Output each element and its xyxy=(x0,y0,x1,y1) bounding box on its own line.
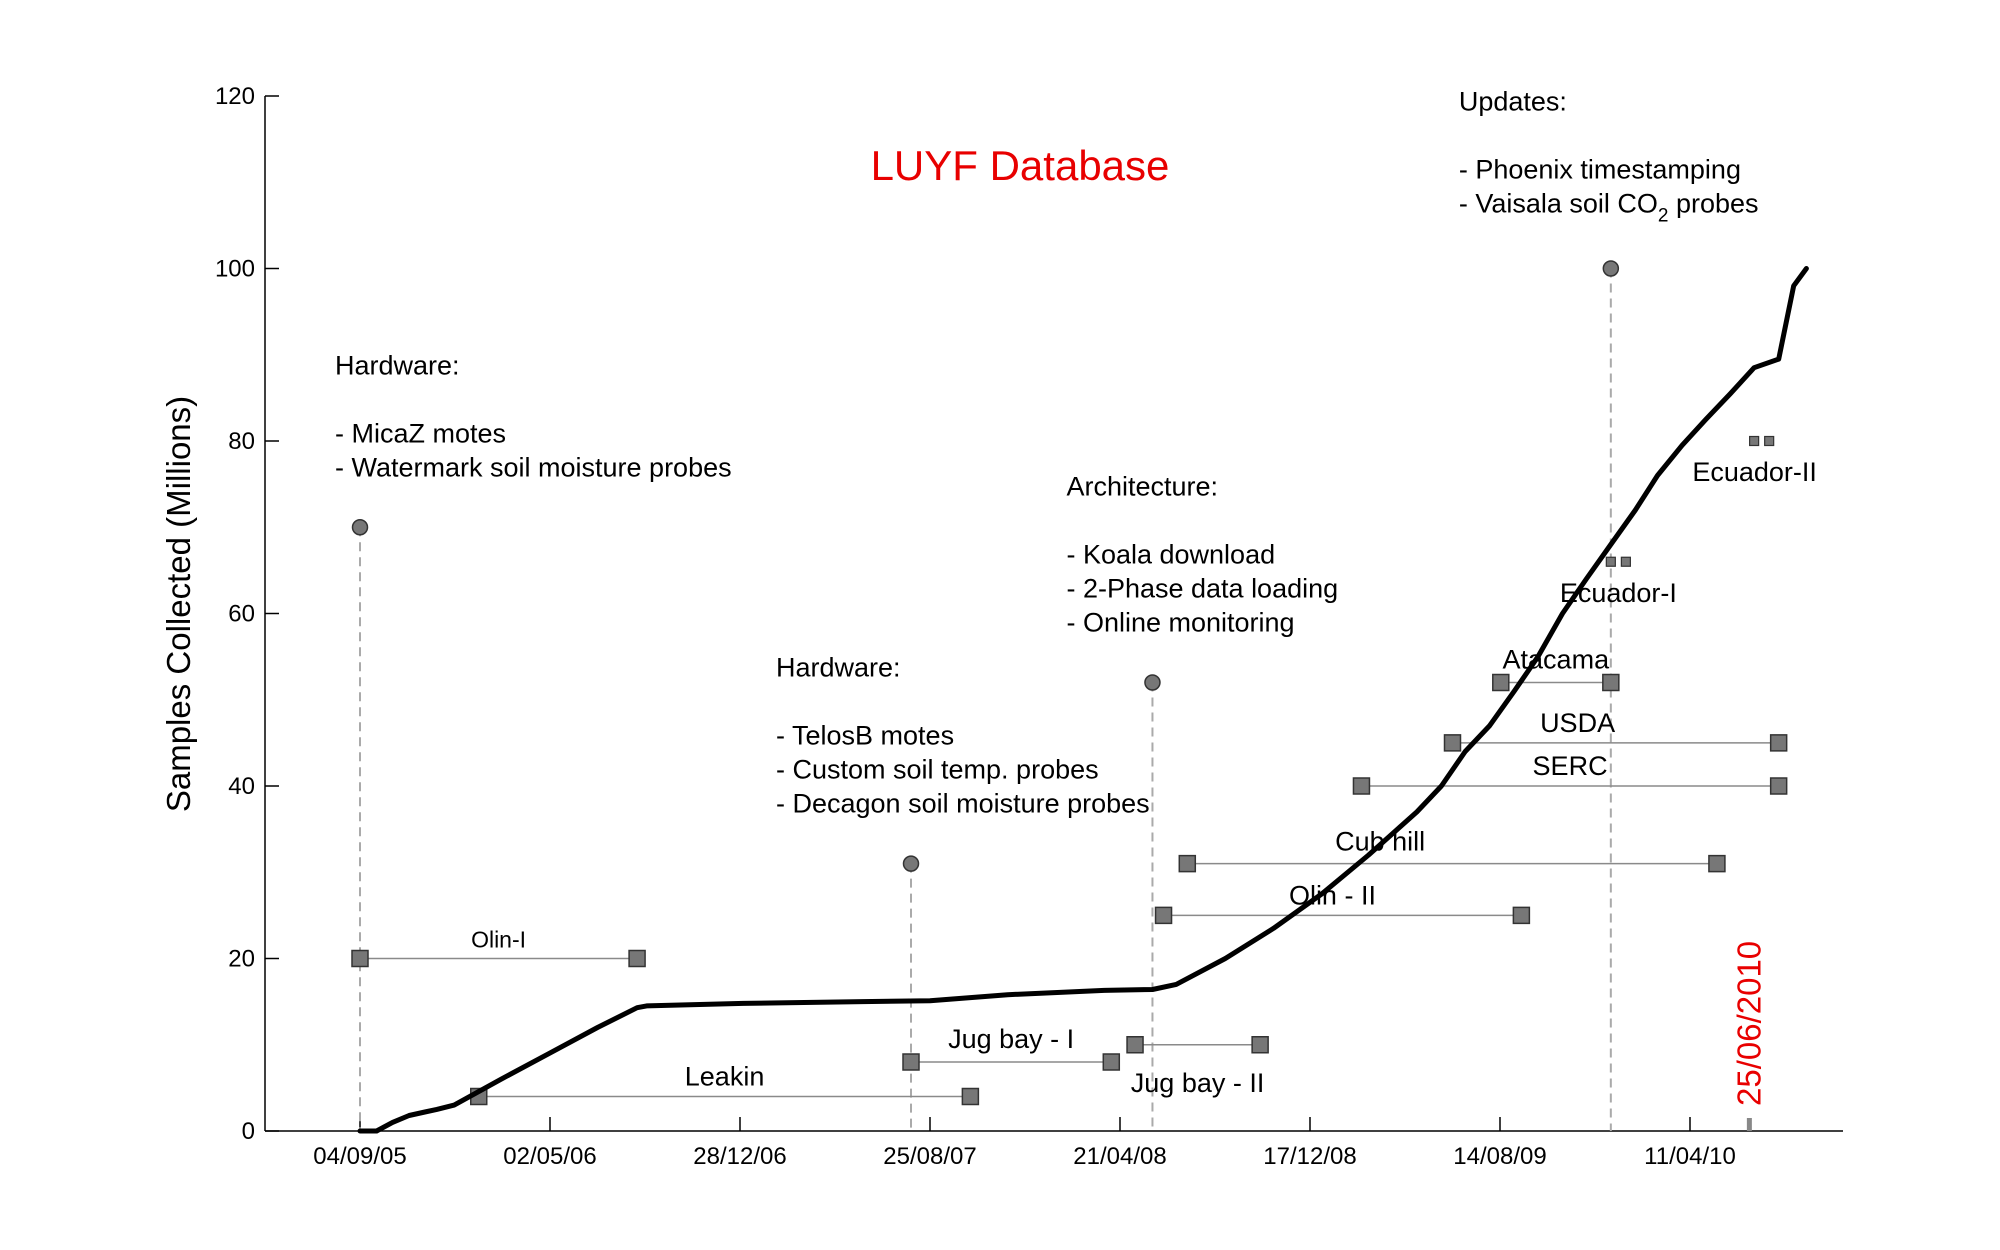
milestone-item: - Watermark soil moisture probes xyxy=(335,452,732,482)
y-tick-label: 40 xyxy=(228,773,255,800)
x-tick-label: 17/12/08 xyxy=(1263,1143,1356,1170)
milestone-item: - Phoenix timestamping xyxy=(1459,155,1741,185)
chart-title: LUYF Database xyxy=(871,142,1170,189)
project-marker xyxy=(1126,1036,1144,1054)
milestone-marker xyxy=(1144,674,1161,691)
milestone-item: - Custom soil temp. probes xyxy=(776,755,1099,785)
project-marker xyxy=(351,949,369,968)
project-marker xyxy=(1620,556,1631,567)
x-tick-label: 02/05/06 xyxy=(503,1143,596,1170)
project-timeline: Olin - II xyxy=(1154,880,1531,925)
project-marker xyxy=(1769,734,1788,752)
milestone-heading: Hardware: xyxy=(335,350,460,380)
current-date-label: 25/06/2010 xyxy=(1730,941,1767,1106)
project-timeline: Cub hill xyxy=(1178,827,1726,873)
project-marker xyxy=(1769,777,1788,795)
project-label: Jug bay - II xyxy=(1131,1068,1265,1098)
milestone-item: - Online monitoring xyxy=(1066,608,1294,638)
project-marker xyxy=(1602,673,1620,692)
milestones: Hardware: - MicaZ motes - Watermark soil m… xyxy=(335,87,1759,1131)
project-marker xyxy=(1154,906,1173,925)
x-tick-label: 21/04/08 xyxy=(1073,1143,1166,1170)
project-label: Leakin xyxy=(685,1062,765,1092)
axes: 0 20 40 60 80 100 120 04/09/05 02/05/06 28/12/06 2… xyxy=(215,83,1843,1170)
x-tick-label: 11/04/10 xyxy=(1644,1143,1736,1170)
project-marker xyxy=(1749,435,1760,447)
project-marker xyxy=(961,1087,980,1106)
project-marker xyxy=(1492,673,1510,692)
series: 25/06/2010 xyxy=(357,266,1809,1134)
project-timeline: Jug bay - II xyxy=(1126,1036,1269,1098)
milestone-item: - Koala download xyxy=(1066,540,1275,570)
milestone-item: - Decagon soil moisture probes xyxy=(776,789,1150,819)
milestone-heading: Architecture: xyxy=(1066,472,1218,502)
project-marker xyxy=(628,949,646,968)
milestone-heading: Hardware: xyxy=(776,653,901,683)
project-timeline: Ecuador-I xyxy=(1560,556,1677,608)
project-timeline: SERC xyxy=(1352,751,1788,795)
project-timeline: Leakin xyxy=(470,1062,980,1106)
x-tick-label: 28/12/06 xyxy=(693,1143,786,1170)
milestone-heading: Updates: xyxy=(1459,87,1567,117)
series-line xyxy=(357,266,1809,1134)
milestone-marker xyxy=(1602,260,1620,277)
x-tick-label: 04/09/05 xyxy=(313,1143,406,1170)
project-timeline: Ecuador-II xyxy=(1692,435,1817,487)
project-label: Ecuador-II xyxy=(1692,457,1817,487)
project-timeline: USDA xyxy=(1443,708,1788,752)
y-tick-label: 0 xyxy=(242,1118,255,1145)
x-tick-label: 25/08/07 xyxy=(883,1143,976,1170)
project-marker xyxy=(1512,906,1531,925)
project-marker xyxy=(1443,734,1462,752)
project-label: USDA xyxy=(1540,708,1615,738)
y-tick-label: 80 xyxy=(228,428,255,455)
project-marker xyxy=(1764,435,1775,447)
project-marker xyxy=(1251,1036,1269,1054)
y-tick-label: 100 xyxy=(215,256,255,283)
project-label: Jug bay - I xyxy=(948,1024,1074,1054)
project-marker xyxy=(1605,556,1616,567)
labels: LUYF Database Samples Collected (Million… xyxy=(160,142,1169,812)
project-marker xyxy=(1708,854,1726,873)
milestone-marker xyxy=(902,855,920,872)
y-axis-label: Samples Collected (Millions) xyxy=(160,396,197,812)
project-marker xyxy=(1352,777,1371,795)
milestone-item: - TelosB motes xyxy=(776,721,954,751)
y-tick-label: 120 xyxy=(215,83,255,110)
x-tick-label: 14/08/09 xyxy=(1453,1143,1546,1170)
project-marker xyxy=(902,1053,920,1071)
project-timeline: Jug bay - I xyxy=(902,1024,1121,1071)
project-timeline: Olin-I xyxy=(351,927,646,968)
y-tick-label: 60 xyxy=(228,601,255,628)
project-label: SERC xyxy=(1533,751,1608,781)
project-marker xyxy=(1178,854,1197,873)
milestone-item: - 2-Phase data loading xyxy=(1066,574,1338,604)
project-label: Olin-I xyxy=(471,927,526,953)
milestone-item: - Vaisala soil CO2 probes xyxy=(1459,189,1759,227)
project-marker xyxy=(1102,1053,1121,1071)
project-timeline: Atacama xyxy=(1492,645,1620,692)
y-tick-label: 20 xyxy=(228,946,255,973)
milestone-item: - MicaZ motes xyxy=(335,418,506,448)
project-label: Atacama xyxy=(1503,645,1611,675)
projects: Olin-I Leakin Jug bay - I Jug bay - II Olin … xyxy=(351,435,1817,1106)
milestone-marker xyxy=(351,519,369,536)
